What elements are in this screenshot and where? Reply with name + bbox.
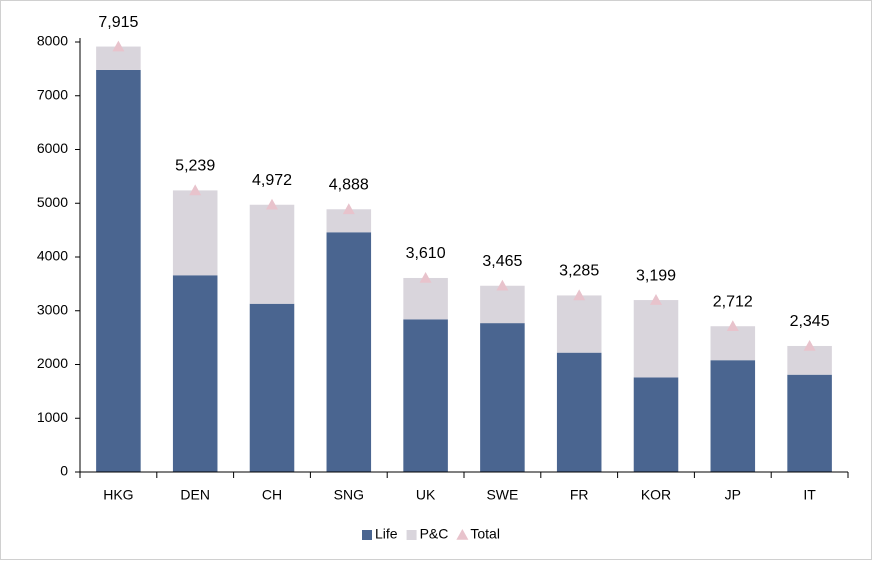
bar-segment bbox=[249, 303, 295, 472]
bar-segment bbox=[710, 360, 756, 472]
total-label: 3,199 bbox=[636, 267, 676, 284]
legend-swatch bbox=[406, 530, 417, 540]
total-marker bbox=[803, 339, 816, 351]
y-tick-label: 3000 bbox=[37, 301, 68, 317]
y-tick-label: 8000 bbox=[37, 33, 68, 49]
bar-segment bbox=[480, 285, 525, 324]
y-tick-label: 7000 bbox=[37, 86, 68, 102]
total-marker bbox=[112, 40, 125, 52]
x-tick-label: IT bbox=[803, 487, 816, 503]
total-marker bbox=[496, 279, 509, 291]
total-marker bbox=[419, 271, 432, 283]
bar-segment bbox=[326, 232, 372, 472]
legend-swatch bbox=[362, 530, 372, 540]
total-label: 3,610 bbox=[406, 245, 446, 262]
bar-segment bbox=[172, 275, 218, 472]
total-marker bbox=[266, 198, 278, 210]
y-tick-label: 6000 bbox=[37, 140, 68, 156]
bar-segment bbox=[403, 277, 448, 320]
x-tick-label: KOR bbox=[641, 487, 671, 503]
total-marker bbox=[726, 320, 739, 332]
bar-segment bbox=[96, 69, 141, 472]
bar-segment bbox=[710, 326, 756, 361]
x-tick-label: SNG bbox=[334, 487, 364, 503]
y-tick-label: 0 bbox=[60, 463, 68, 479]
x-tick-label: DEN bbox=[180, 487, 210, 503]
bar-segment bbox=[403, 319, 448, 472]
total-label: 3,465 bbox=[482, 253, 522, 270]
total-label: 7,915 bbox=[98, 14, 138, 31]
total-label: 3,285 bbox=[559, 263, 599, 280]
total-label: 2,712 bbox=[713, 293, 753, 310]
bar-segment bbox=[633, 300, 679, 378]
x-tick-label: SWE bbox=[486, 487, 518, 503]
total-label: 4,888 bbox=[329, 176, 369, 193]
total-marker bbox=[573, 289, 586, 301]
bar-segment bbox=[556, 295, 602, 353]
bar-segment bbox=[480, 323, 525, 472]
bar-segment bbox=[96, 46, 141, 70]
total-label: 5,239 bbox=[175, 158, 215, 175]
bar-segment bbox=[787, 374, 832, 472]
total-marker bbox=[650, 294, 662, 305]
x-tick-label: JP bbox=[725, 487, 741, 503]
y-tick-label: 1000 bbox=[37, 409, 68, 425]
total-marker bbox=[189, 184, 202, 196]
legend-swatch bbox=[456, 529, 469, 540]
legend-label: P&C bbox=[420, 526, 449, 542]
x-tick-label: HKG bbox=[103, 487, 133, 503]
x-tick-label: UK bbox=[416, 487, 436, 503]
x-tick-label: CH bbox=[262, 487, 282, 503]
bar-segment bbox=[633, 377, 679, 472]
bar-segment bbox=[326, 209, 372, 233]
legend-label: Total bbox=[470, 526, 500, 542]
legend-label: Life bbox=[375, 526, 398, 542]
bar-segment bbox=[249, 204, 295, 304]
total-label: 2,345 bbox=[790, 313, 830, 330]
y-tick-label: 4000 bbox=[37, 248, 68, 264]
bar-segment bbox=[556, 352, 602, 472]
bar-segment bbox=[172, 190, 218, 276]
y-tick-label: 5000 bbox=[37, 194, 68, 210]
y-tick-label: 2000 bbox=[37, 355, 68, 371]
total-marker bbox=[342, 203, 355, 215]
x-tick-label: FR bbox=[570, 487, 589, 503]
total-label: 4,972 bbox=[252, 172, 292, 189]
